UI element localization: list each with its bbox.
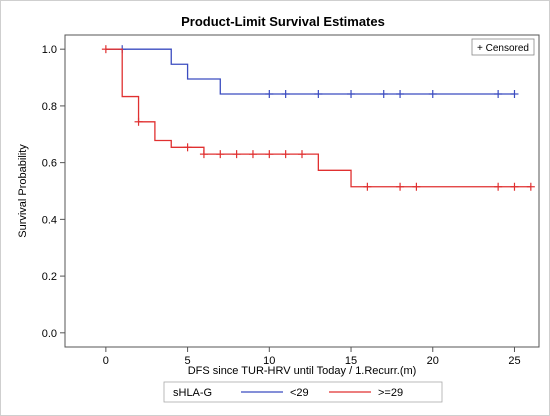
- censored-mark: [412, 182, 421, 191]
- censored-mark: [232, 150, 241, 159]
- legend-label-series-1: >=29: [378, 387, 403, 399]
- censored-mark: [265, 89, 274, 98]
- y-tick-label: 0.8: [42, 101, 57, 113]
- y-tick-label: 0.0: [42, 328, 57, 340]
- censored-mark: [428, 89, 437, 98]
- censored-mark: [183, 143, 192, 152]
- x-tick-label: 20: [427, 355, 439, 367]
- censored-mark: [363, 182, 372, 191]
- y-tick-label: 1.0: [42, 44, 57, 56]
- series-line-1: [105, 48, 531, 188]
- series-line-0: [105, 48, 515, 95]
- censored-legend: + Censored: [471, 38, 535, 56]
- chart-title: Product-Limit Survival Estimates: [181, 14, 385, 29]
- censored-mark: [281, 150, 290, 159]
- x-axis: 0 5 10 15 20 25: [103, 347, 521, 367]
- censored-mark: [281, 89, 290, 98]
- censored-mark: [526, 182, 535, 191]
- legend-label-series-0: <29: [290, 387, 309, 399]
- censored-mark: [510, 89, 519, 98]
- x-tick-label: 5: [185, 355, 191, 367]
- x-tick-label: 25: [508, 355, 520, 367]
- censored-mark: [396, 89, 405, 98]
- legend-title: sHLA-G: [173, 387, 212, 399]
- censored-mark: [248, 150, 257, 159]
- series-layer: [101, 45, 535, 191]
- censored-legend-label: + Censored: [477, 43, 529, 54]
- y-axis-label: Survival Probability: [17, 144, 29, 238]
- censored-mark: [101, 45, 110, 54]
- x-tick-label: 10: [263, 355, 275, 367]
- censored-mark: [510, 182, 519, 191]
- censored-mark: [199, 150, 208, 159]
- x-axis-label: DFS since TUR-HRV until Today / 1.Recurr…: [188, 365, 417, 377]
- censored-mark: [379, 89, 388, 98]
- censored-mark: [216, 150, 225, 159]
- x-tick-label: 0: [103, 355, 109, 367]
- censored-mark: [347, 89, 356, 98]
- censored-mark: [134, 117, 143, 126]
- plot-area: [64, 34, 540, 348]
- y-tick-label: 0.4: [42, 214, 57, 226]
- y-tick-label: 0.6: [42, 158, 57, 170]
- censored-mark: [494, 89, 503, 98]
- y-axis: 0.0 0.2 0.4 0.6 0.8 1.0: [42, 44, 65, 340]
- censored-mark: [265, 150, 274, 159]
- censored-mark: [298, 150, 306, 159]
- censored-mark: [396, 182, 405, 191]
- x-tick-label: 15: [345, 355, 357, 367]
- legend: sHLA-G <29 >=29: [163, 381, 443, 403]
- censored-mark: [314, 89, 323, 98]
- censored-mark: [494, 182, 503, 191]
- y-tick-label: 0.2: [42, 271, 57, 283]
